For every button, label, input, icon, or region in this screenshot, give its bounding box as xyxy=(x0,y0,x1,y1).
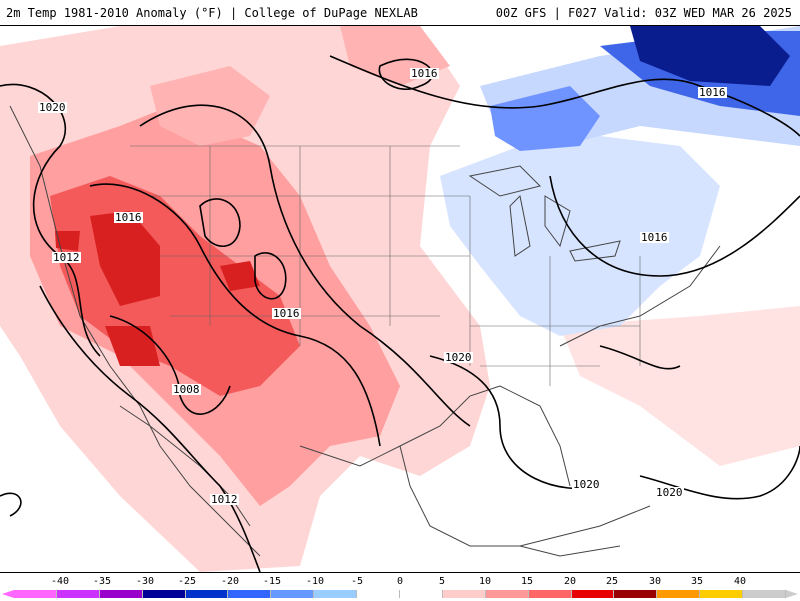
color-scale-segment xyxy=(442,590,486,598)
color-scale-segment xyxy=(700,590,744,598)
isobar-label: 1020 xyxy=(444,351,473,364)
color-scale-segment xyxy=(657,590,701,598)
scale-max-arrow xyxy=(786,590,798,598)
scale-tick-label: 5 xyxy=(438,576,446,587)
scale-tick-label: -20 xyxy=(220,576,240,587)
color-scale-segment xyxy=(56,590,100,598)
scale-tick-label: 35 xyxy=(690,576,704,587)
isobar-label: 1016 xyxy=(114,211,143,224)
title-bar: 2m Temp 1981-2010 Anomaly (°F) | College… xyxy=(0,0,800,26)
isobar-label: 1020 xyxy=(655,486,684,499)
warm-anomaly-shading xyxy=(0,26,800,572)
scale-tick-label: 0 xyxy=(396,576,404,587)
color-scale-segment xyxy=(14,590,57,598)
color-scale-segment xyxy=(400,590,443,598)
state-borders xyxy=(130,145,641,386)
scale-tick-label: -30 xyxy=(135,576,155,587)
warm-max-region-3 xyxy=(220,261,260,291)
color-scale-segment xyxy=(528,590,572,598)
color-scale-segment xyxy=(485,590,529,598)
isobar-label: 1016 xyxy=(640,231,669,244)
scale-tick-label: -15 xyxy=(262,576,282,587)
color-scale-segment xyxy=(228,590,272,598)
scale-tick-label: 15 xyxy=(520,576,534,587)
scale-tick-label: 40 xyxy=(733,576,747,587)
scale-tick-label: -40 xyxy=(50,576,70,587)
scale-tick-label: 30 xyxy=(648,576,662,587)
model-run-info: 00Z GFS | F027 Valid: 03Z WED MAR 26 202… xyxy=(495,6,792,20)
color-scale-segment xyxy=(314,590,358,598)
isobar-label: 1016 xyxy=(698,86,727,99)
color-scale-segment xyxy=(571,590,615,598)
isobar-label: 1016 xyxy=(272,307,301,320)
isobar-label: 1012 xyxy=(52,251,81,264)
cool-light-region xyxy=(440,136,720,336)
map-title: 2m Temp 1981-2010 Anomaly (°F) | College… xyxy=(6,6,418,20)
isobar-label: 1008 xyxy=(172,383,201,396)
color-scale-segment xyxy=(142,590,186,598)
color-scale: -40 -35 -30 -25 -20 -15 -10 -5 0 5 10 15… xyxy=(0,572,800,601)
great-lakes xyxy=(468,165,621,262)
warm-max-region-4 xyxy=(55,231,80,251)
isobar-label: 1012 xyxy=(210,493,239,506)
warm-max-region-2 xyxy=(105,326,160,366)
color-scale-segment xyxy=(99,590,143,598)
map-canvas xyxy=(0,26,800,572)
color-scale-segment xyxy=(185,590,229,598)
cool-max-region xyxy=(630,26,790,86)
scale-min-arrow xyxy=(2,590,14,598)
warm-max-region-1 xyxy=(90,211,160,306)
color-scale-bar xyxy=(14,590,787,598)
isobars xyxy=(0,55,800,572)
isobar-label: 1016 xyxy=(410,67,439,80)
scale-tick-label: 20 xyxy=(563,576,577,587)
color-scale-labels: -40 -35 -30 -25 -20 -15 -10 -5 0 5 10 15… xyxy=(0,576,800,588)
color-scale-segment xyxy=(743,590,787,598)
scale-tick-label: -10 xyxy=(305,576,325,587)
scale-tick-label: 10 xyxy=(478,576,492,587)
scale-tick-label: -25 xyxy=(177,576,197,587)
scale-tick-label: 25 xyxy=(605,576,619,587)
cool-mid-region xyxy=(490,86,600,151)
warm-light-east xyxy=(560,306,800,466)
cool-anomaly-shading xyxy=(440,26,800,336)
isobar-label: 1020 xyxy=(38,101,67,114)
scale-tick-label: -5 xyxy=(350,576,364,587)
isobar-label: 1020 xyxy=(572,478,601,491)
color-scale-segment xyxy=(357,590,401,598)
color-scale-segment xyxy=(271,590,315,598)
color-scale-segment xyxy=(614,590,658,598)
anomaly-map: 1016 1020 1016 1016 1012 1016 1016 1020 … xyxy=(0,26,800,572)
scale-tick-label: -35 xyxy=(92,576,112,587)
